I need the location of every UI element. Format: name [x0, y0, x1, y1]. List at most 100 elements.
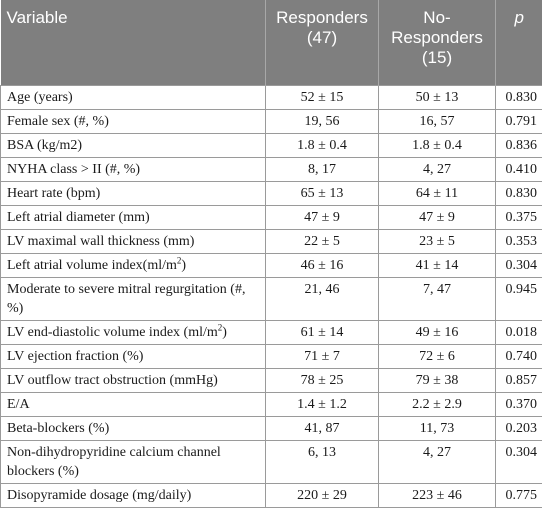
variable-label: BSA (kg/m2) [7, 137, 83, 153]
superscript: 2 [217, 321, 223, 332]
cell-responders: 1.4 ± 1.2 [265, 391, 379, 417]
cell-variable: Disopyramide dosage (mg/daily) [0, 482, 266, 508]
cell-p-value: 0.304 [495, 252, 542, 278]
cell-non-responders: 4, 27 [378, 156, 496, 182]
cell-p-value: 0.018 [495, 319, 542, 345]
header-row: Variable Responders (47) No-Responders (… [0, 0, 542, 85]
cell-responders: 8, 17 [265, 156, 379, 182]
header-non-responders: No-Responders (15) [378, 0, 496, 85]
variable-label: LV end-diastolic volume index (ml/m [7, 324, 218, 340]
cell-non-responders: 50 ± 13 [378, 84, 496, 110]
cell-responders: 47 ± 9 [265, 204, 379, 230]
cell-responders: 61 ± 14 [265, 319, 379, 345]
cell-non-responders: 47 ± 9 [378, 204, 496, 230]
cell-non-responders: 49 ± 16 [378, 319, 496, 345]
variable-suffix: ) [222, 324, 227, 340]
cell-non-responders: 64 ± 11 [378, 180, 496, 206]
cell-p-value: 0.375 [495, 204, 542, 230]
cell-non-responders: 79 ± 38 [378, 367, 496, 393]
cell-p-value: 0.740 [495, 343, 542, 369]
cell-variable: LV maximal wall thickness (mm) [0, 228, 266, 254]
cell-non-responders: 16, 57 [378, 108, 496, 134]
cell-non-responders: 7, 47 [378, 276, 496, 321]
cell-responders: 46 ± 16 [265, 252, 379, 278]
cell-non-responders: 72 ± 6 [378, 343, 496, 369]
cell-p-value: 0.945 [495, 276, 542, 321]
cell-p-value: 0.830 [495, 180, 542, 206]
variable-label: Heart rate (bpm) [7, 185, 101, 201]
cell-responders: 65 ± 13 [265, 180, 379, 206]
cell-responders: 41, 87 [265, 415, 379, 441]
cell-responders: 19, 56 [265, 108, 379, 134]
table-row: BSA (kg/m2) 1.8 ± 0.4 1.8 ± 0.4 0.836 [0, 132, 542, 158]
table-row: LV ejection fraction (%) 71 ± 7 72 ± 6 0.74… [0, 343, 542, 369]
table-row: E/A 1.4 ± 1.2 2.2 ± 2.9 0.370 [0, 391, 542, 417]
cell-variable: Female sex (#, %) [0, 108, 266, 134]
variable-label: LV ejection fraction (%) [7, 348, 144, 364]
cell-non-responders: 11, 73 [378, 415, 496, 441]
table-row: Left atrial volume index(ml/m2) 46 ± 16 41… [0, 252, 542, 278]
variable-label: Left atrial volume index(ml/m [7, 257, 177, 273]
superscript: 2 [176, 254, 182, 265]
cell-variable: Non-dihydropyridine calcium channel bloc… [0, 439, 266, 484]
variable-label: NYHA class > II (#, %) [7, 161, 141, 177]
cell-variable: LV end-diastolic volume index (ml/m2) [0, 319, 266, 345]
variable-label: Moderate to severe mitral regurgitation … [7, 281, 246, 316]
variable-suffix: ) [181, 257, 187, 273]
cell-responders: 6, 13 [265, 439, 379, 484]
table-row: Age (years) 52 ± 15 50 ± 13 0.830 [0, 84, 542, 110]
variable-label: LV maximal wall thickness (mm) [7, 233, 195, 249]
cell-p-value: 0.203 [495, 415, 542, 441]
variable-label: Disopyramide dosage (mg/daily) [7, 487, 192, 503]
cell-p-value: 0.304 [495, 439, 542, 484]
header-responders: Responders (47) [265, 0, 379, 85]
cell-p-value: 0.857 [495, 367, 542, 393]
cell-non-responders: 23 ± 5 [378, 228, 496, 254]
table-row: LV maximal wall thickness (mm) 22 ± 5 23 ±… [0, 228, 542, 254]
table-row: LV outflow tract obstruction (mmHg) 78 ± … [0, 367, 542, 393]
variable-label: E/A [7, 396, 30, 412]
cell-p-value: 0.836 [495, 132, 542, 158]
variable-label: LV outflow tract obstruction (mmHg) [7, 372, 218, 388]
cell-p-value: 0.410 [495, 156, 542, 182]
cell-non-responders: 41 ± 14 [378, 252, 496, 278]
variable-label: Left atrial diameter (mm) [7, 209, 150, 225]
table-row: Heart rate (bpm) 65 ± 13 64 ± 11 0.830 [0, 180, 542, 206]
variable-label: Beta-blockers (%) [7, 420, 110, 436]
cell-variable: LV ejection fraction (%) [0, 343, 266, 369]
cell-variable: E/A [0, 391, 266, 417]
cell-responders: 21, 46 [265, 276, 379, 321]
cell-variable: LV outflow tract obstruction (mmHg) [0, 367, 266, 393]
cell-non-responders: 4, 27 [378, 439, 496, 484]
table-header: Variable Responders (47) No-Responders (… [0, 0, 542, 85]
header-variable: Variable [6, 8, 68, 27]
cell-responders: 22 ± 5 [265, 228, 379, 254]
cell-variable: Left atrial diameter (mm) [0, 204, 266, 230]
table-row: NYHA class > II (#, %) 8, 17 4, 27 0.410 [0, 156, 542, 182]
cell-non-responders: 2.2 ± 2.9 [378, 391, 496, 417]
table-row: Moderate to severe mitral regurgitation … [0, 276, 542, 321]
cell-p-value: 0.775 [495, 482, 542, 508]
comparison-table: Variable Responders (47) No-Responders (… [0, 0, 542, 508]
variable-label: Non-dihydropyridine calcium channel bloc… [7, 444, 221, 479]
cell-variable: NYHA class > II (#, %) [0, 156, 266, 182]
cell-responders: 1.8 ± 0.4 [265, 132, 379, 158]
cell-variable: Age (years) [0, 84, 266, 110]
cell-p-value: 0.370 [495, 391, 542, 417]
cell-variable: Moderate to severe mitral regurgitation … [0, 276, 266, 321]
cell-responders: 78 ± 25 [265, 367, 379, 393]
cell-responders: 220 ± 29 [265, 482, 379, 508]
table-row: Left atrial diameter (mm) 47 ± 9 47 ± 9 0.3… [0, 204, 542, 230]
variable-label: Age (years) [7, 89, 73, 105]
cell-p-value: 0.353 [495, 228, 542, 254]
cell-variable: BSA (kg/m2) [0, 132, 266, 158]
table-row: LV end-diastolic volume index (ml/m2) 61 … [0, 319, 542, 345]
cell-variable: Left atrial volume index(ml/m2) [0, 252, 266, 278]
table-row: Beta-blockers (%) 41, 87 11, 73 0.203 [0, 415, 542, 441]
cell-non-responders: 223 ± 46 [378, 482, 496, 508]
cell-responders: 52 ± 15 [265, 84, 379, 110]
table-body: Age (years) 52 ± 15 50 ± 13 0.830 Female sex… [0, 84, 542, 508]
cell-responders: 71 ± 7 [265, 343, 379, 369]
table-row: Non-dihydropyridine calcium channel bloc… [0, 439, 542, 484]
table-row: Female sex (#, %) 19, 56 16, 57 0.791 [0, 108, 542, 134]
